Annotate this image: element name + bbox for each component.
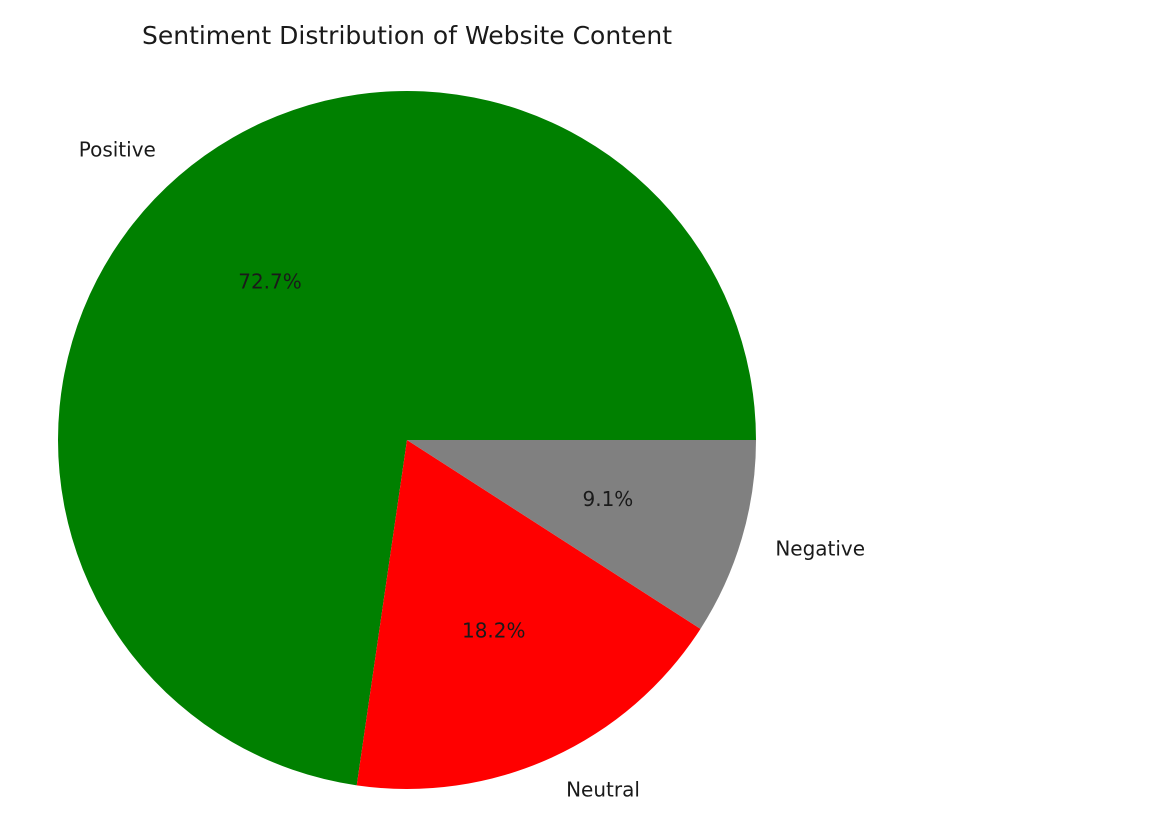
pct-label-negative: 9.1% [582, 487, 633, 511]
slice-label-neutral: Neutral [566, 777, 640, 801]
pct-label-positive: 72.7% [238, 270, 302, 294]
pie-labels: 72.7% Positive 18.2% Neutral 9.1% Negative [79, 138, 865, 802]
slice-label-negative: Negative [775, 536, 865, 560]
pct-label-neutral: 18.2% [462, 619, 526, 643]
pie-slice-neutral [356, 440, 701, 789]
pie-slices [58, 91, 757, 789]
chart-title: Sentiment Distribution of Website Conten… [142, 21, 672, 50]
slice-label-positive: Positive [79, 138, 156, 162]
pie-slice-negative [407, 440, 756, 629]
pie-slice-positive [58, 91, 757, 786]
